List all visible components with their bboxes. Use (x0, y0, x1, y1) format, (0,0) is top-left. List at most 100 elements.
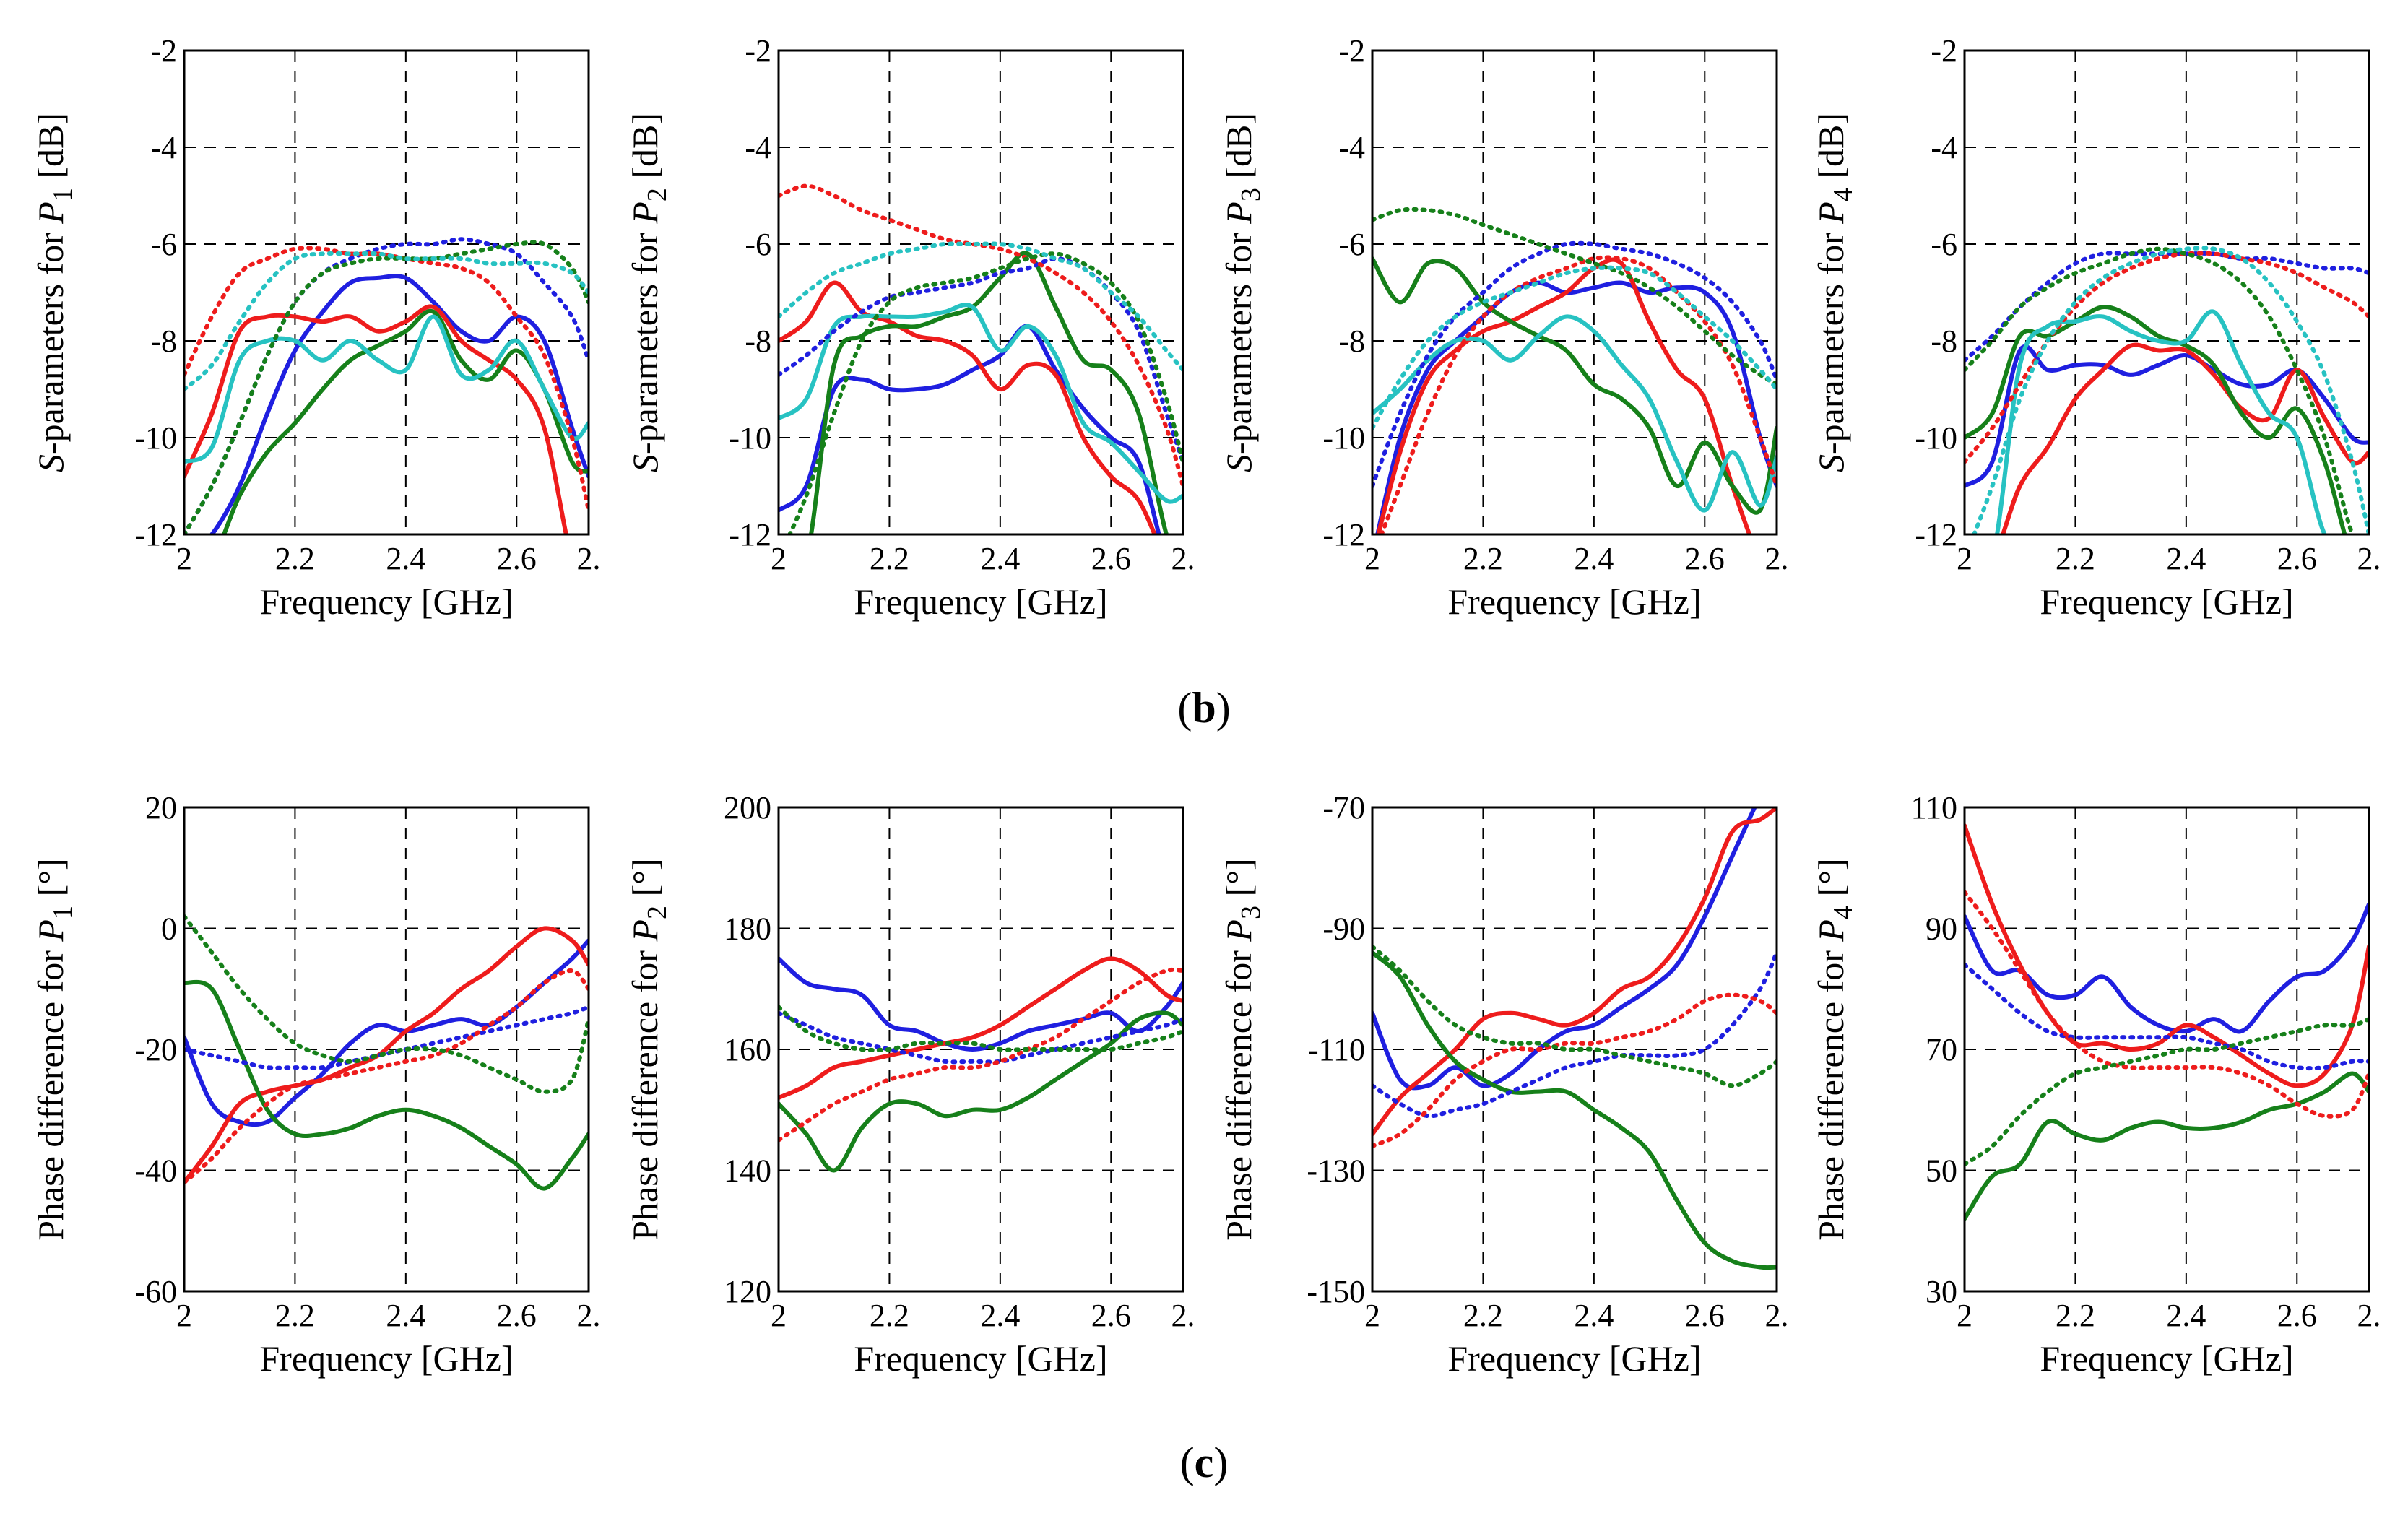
chart-b-1-series-green-dotted (184, 240, 589, 534)
chart-c-4-xtick-label-3: 2.6 (2277, 1298, 2317, 1333)
chart-b-1-series-red-solid (184, 304, 568, 534)
chart-b-3-series-blue-solid (1375, 280, 1777, 534)
chart-c-1-ylabel: Phase difference for P1 [°] (30, 858, 78, 1241)
chart-c-1-ytick-label-2: -20 (134, 1032, 177, 1067)
chart-b-2-ylabel: S-parameters for P2 [dB] (625, 113, 672, 472)
chart-c-2-series-red-solid (779, 956, 1183, 1100)
chart-c-4-ytick-label-0: 30 (1926, 1274, 1957, 1309)
chart-b-1-xtick-label-1: 2.2 (275, 541, 315, 576)
chart-c-1-ytick-label-0: -60 (134, 1274, 177, 1309)
chart-c-1: 2 2.2 2.4 2.6 2. -60 -40 -20 0 20 Frequency [GHz] P… (30, 790, 601, 1379)
chart-b-1-series-cyan-solid (184, 314, 589, 464)
chart-c-3-ylabel-sub: 3 (1236, 906, 1266, 919)
chart-b-2-series-red-solid (779, 280, 1157, 534)
caption-b-letter: b (1192, 684, 1216, 732)
chart-b-1-series-red-dotted (184, 246, 589, 513)
chart-b-2-series-cyan-solid (779, 303, 1183, 504)
chart-b-1-ylabel-prefix: S (30, 454, 71, 472)
chart-b-4-ylabel-sub: 4 (1828, 188, 1858, 201)
chart-b-1-xtick-label-4: 2. (577, 541, 601, 576)
chart-c-3-series-group (1372, 807, 1777, 1270)
chart-b-2-xtick-label-3: 2.6 (1091, 541, 1131, 576)
chart-c-2-ylabel-sub: 2 (642, 906, 672, 919)
chart-c-3-ytick-label-0: -150 (1307, 1274, 1365, 1309)
chart-b-4-ytick-label-1: -10 (1915, 420, 1957, 456)
chart-c-1-xtick-label-3: 2.6 (497, 1298, 537, 1333)
chart-c-4-series-red-dotted (1965, 890, 2369, 1119)
chart-c-2-ylabel-var: P (625, 919, 665, 942)
chart-c-4-series-green-solid (1965, 1071, 2369, 1221)
chart-b-2-ylabel-var: P (625, 201, 665, 225)
chart-b-3-series-group (1372, 207, 1777, 534)
chart-c-2: 2 2.2 2.4 2.6 2. 120 140 160 180 200 Frequency [GH… (625, 790, 1195, 1379)
chart-c-4-series-group (1965, 823, 2369, 1221)
chart-c-1-frame (183, 806, 590, 1293)
chart-c-2-series-group (779, 956, 1183, 1173)
chart-b-3-xlabel: Frequency [GHz] (1447, 581, 1701, 622)
chart-b-3-series-cyan-solid (1372, 314, 1777, 513)
chart-b-3-ytick-label-5: -2 (1338, 33, 1365, 69)
chart-b-1-xtick-label-3: 2.6 (497, 541, 537, 576)
chart-b-2-ylabel-unit: [dB] (625, 113, 665, 188)
chart-b-4-series-cyan-dotted (1971, 246, 2369, 534)
chart-b-3-ylabel-var: P (1218, 201, 1259, 225)
chart-b-2-xtick-label-1: 2.2 (870, 541, 909, 576)
chart-b-1-ytick-label-3: -6 (150, 227, 177, 262)
chart-b-3-xtick-label-0: 2 (1364, 541, 1380, 576)
chart-c-2-series-green-dotted (779, 1005, 1183, 1053)
chart-b-1: 2 2.2 2.4 2.6 2. -12 -10 -8 -6 -4 -2 Frequency [GHz… (30, 33, 601, 622)
chart-c-3-series-green-solid (1372, 950, 1777, 1270)
chart-c-3-ylabel: Phase difference for P3 [°] (1218, 858, 1266, 1241)
chart-b-2: 2 2.2 2.4 2.6 2. -12 -10 -8 -6 -4 -2 Frequency [GHz… (625, 33, 1195, 622)
chart-b-2-ytick-label-5: -2 (745, 33, 771, 69)
chart-b-3-xtick-label-3: 2.6 (1685, 541, 1725, 576)
chart-c-2-ytick-label-2: 160 (724, 1032, 771, 1067)
chart-b-4-xtick-label-4: 2. (2357, 541, 2381, 576)
chart-c-3-series-green-dotted (1372, 944, 1777, 1088)
chart-c-4-xtick-label-1: 2.2 (2056, 1298, 2095, 1333)
chart-b-4-xlabel: Frequency [GHz] (2040, 581, 2293, 622)
chart-b-3-series-cyan-dotted (1372, 265, 1777, 430)
chart-b-3: 2 2.2 2.4 2.6 2. -12 -10 -8 -6 -4 -2 Frequency [GHz… (1218, 33, 1789, 622)
chart-c-2-ylabel: Phase difference for P2 [°] (625, 858, 672, 1241)
chart-b-1-series-cyan-dotted (184, 251, 589, 391)
chart-b-2-series-green-solid (808, 251, 1169, 534)
chart-c-3-xtick-label-4: 2. (1765, 1298, 1789, 1333)
chart-c-4-xlabel: Frequency [GHz] (2040, 1338, 2293, 1379)
chart-c-2-xtick-label-1: 2.2 (870, 1298, 909, 1333)
chart-b-2-xtick-label-2: 2.4 (980, 541, 1020, 576)
chart-b-4: 2 2.2 2.4 2.6 2. -12 -10 -8 -6 -4 -2 Frequency [GHz… (1811, 33, 2381, 622)
chart-b-4-ylabel-unit: [dB] (1811, 113, 1851, 188)
chart-b-2-xtick-label-4: 2. (1171, 541, 1195, 576)
chart-c-4-ytick-label-1: 50 (1926, 1153, 1957, 1189)
chart-c-2-frame (777, 806, 1184, 1293)
chart-b-4-ylabel-var: P (1811, 201, 1851, 225)
chart-c-4-ylabel-var: P (1811, 919, 1851, 942)
chart-b-4-xtick-label-0: 2 (1957, 541, 1972, 576)
chart-b-3-xtick-label-1: 2.2 (1463, 541, 1503, 576)
chart-c-3-ylabel-main: Phase difference for (1218, 942, 1259, 1241)
chart-c-2-ytick-label-1: 140 (724, 1153, 771, 1189)
chart-b-4-series-group (1965, 246, 2369, 534)
chart-b-3-ytick-label-1: -10 (1322, 420, 1365, 456)
chart-b-4-xtick-label-3: 2.6 (2277, 541, 2317, 576)
chart-c-1-ytick-label-4: 20 (145, 790, 177, 825)
chart-b-2-ytick-label-2: -8 (745, 324, 771, 359)
chart-c-1-xtick-label-0: 2 (176, 1298, 192, 1333)
chart-c-3-series-red-dotted (1372, 992, 1777, 1148)
chart-b-4-ytick-label-0: -12 (1915, 517, 1957, 552)
chart-c-2-series-blue-dotted (779, 1010, 1183, 1065)
chart-b-3-series-red-solid (1376, 257, 1752, 534)
chart-c-4-xtick-label-2: 2.4 (2166, 1298, 2206, 1333)
chart-c-4-series-blue-dotted (1965, 962, 2369, 1071)
chart-b-2-xlabel: Frequency [GHz] (854, 581, 1107, 622)
chart-b-1-xtick-label-0: 2 (176, 541, 192, 576)
caption-b: (b) (1177, 684, 1230, 732)
chart-b-3-ylabel: S-parameters for P3 [dB] (1218, 113, 1266, 472)
chart-b-2-series-blue-dotted (779, 256, 1183, 464)
chart-b-2-ytick-label-3: -6 (745, 227, 771, 262)
chart-c-4-ytick-label-4: 110 (1911, 790, 1957, 825)
chart-b-1-ylabel-var: P (30, 201, 71, 225)
